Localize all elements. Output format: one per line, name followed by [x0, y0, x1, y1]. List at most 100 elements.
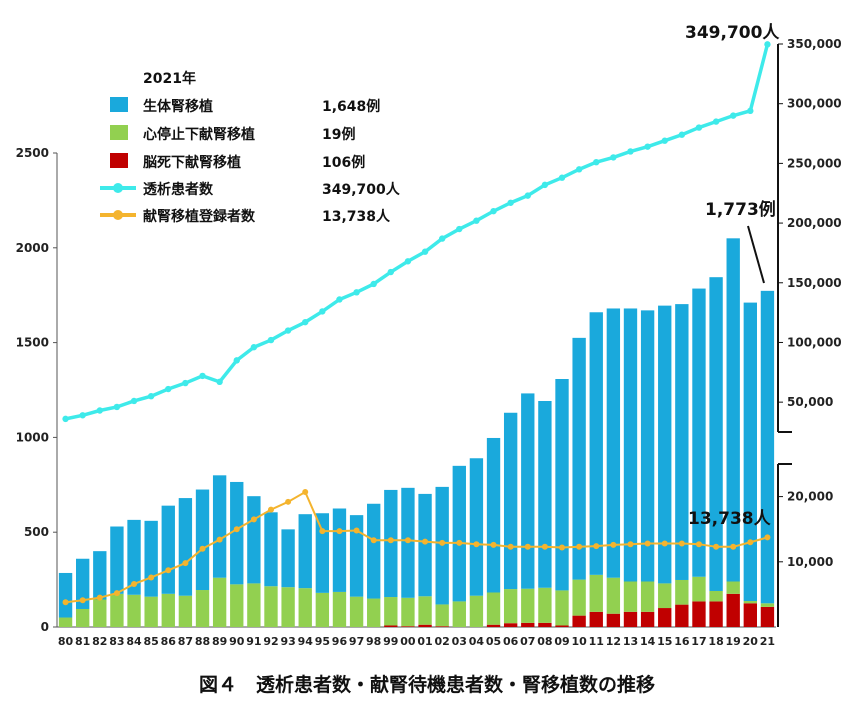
bar-living-donor: [144, 520, 158, 597]
x-tick-label: 19: [726, 635, 741, 648]
dialysis-point: [610, 154, 617, 161]
annotation-waitlist-total: 13,738人: [688, 509, 772, 529]
waitlist-point: [644, 540, 651, 547]
bar-cardiac-death: [640, 581, 655, 612]
annotation-transplant-pointer: [747, 225, 765, 284]
bar-cardiac-death: [606, 577, 621, 614]
bar-living-donor: [692, 288, 706, 577]
waitlist-point: [456, 539, 463, 546]
bar-living-donor: [127, 519, 141, 595]
bar-living-donor: [349, 515, 364, 597]
x-tick-label: 04: [469, 635, 485, 648]
waitlist-point: [610, 541, 617, 548]
waitlist-point: [507, 543, 514, 550]
waitlist-point: [661, 540, 668, 547]
x-tick-label: 89: [212, 635, 227, 648]
bar-living-donor: [452, 465, 466, 602]
bar-brain-death: [658, 608, 672, 627]
legend: 2021年 生体腎移植 1,648例 心停止下献腎移植 19例 脳死下献腎移植 …: [100, 70, 401, 225]
x-tick-label: 96: [332, 635, 348, 648]
bar-living-donor: [332, 508, 347, 592]
dialysis-point: [541, 181, 549, 189]
bar-cardiac-death: [709, 590, 723, 602]
y-left-tick-label: 1500: [16, 336, 49, 350]
dialysis-point: [678, 131, 686, 138]
bar-cardiac-death: [743, 601, 757, 604]
waitlist-point: [627, 541, 634, 548]
x-tick-label: 01: [417, 635, 432, 648]
x-tick-label: 08: [537, 635, 552, 648]
waitlist-point: [353, 527, 360, 534]
waitlist-point: [576, 543, 583, 550]
dialysis-point: [336, 296, 343, 303]
x-tick-label: 06: [503, 635, 519, 648]
waitlist-point: [559, 544, 566, 551]
x-tick-label: 90: [229, 635, 245, 648]
x-tick-label: 83: [109, 635, 124, 648]
waitlist-point: [764, 534, 771, 541]
bar-living-donor: [469, 458, 484, 596]
x-tick-label: 92: [263, 635, 278, 648]
bar-living-donor: [606, 308, 621, 578]
bar-living-donor: [486, 437, 501, 593]
bar-living-donor: [178, 498, 193, 596]
dialysis-point: [524, 192, 531, 199]
x-tick-label: 99: [383, 635, 398, 648]
x-tick-label: 88: [195, 635, 210, 648]
waitlist-point: [285, 498, 292, 505]
waitlist-point: [182, 560, 189, 567]
bar-brain-death: [640, 611, 655, 627]
bar-living-donor: [76, 558, 90, 609]
x-tick-label: 10: [571, 635, 587, 648]
bar-living-donor: [675, 304, 689, 580]
bar-brain-death: [401, 626, 415, 627]
bar-living-donor: [58, 572, 73, 618]
waitlist-point: [267, 506, 274, 513]
waitlist-point: [165, 567, 172, 574]
bar-brain-death: [692, 601, 706, 627]
bar-cardiac-death: [623, 581, 638, 612]
bar-cardiac-death: [230, 584, 244, 627]
bar-cardiac-death: [452, 601, 466, 627]
waitlist-point: [113, 590, 120, 597]
dialysis-point: [130, 397, 138, 405]
bar-cardiac-death: [281, 587, 295, 627]
y-right-lower-tick-label: 10,000: [787, 555, 833, 569]
bar-living-donor: [589, 312, 603, 575]
legend-value-dcd: 19例: [322, 126, 355, 143]
bar-living-donor: [247, 496, 261, 584]
x-tick-label: 14: [640, 635, 656, 648]
bar-cardiac-death: [127, 594, 141, 627]
x-tick-label: 17: [691, 635, 706, 648]
x-tick-label: 81: [75, 635, 90, 648]
bar-living-donor: [93, 551, 107, 600]
x-tick-label: 97: [349, 635, 364, 648]
x-tick-label: 98: [366, 635, 381, 648]
dialysis-point: [302, 318, 309, 326]
dialysis-point: [593, 158, 600, 166]
waitlist-point: [370, 537, 377, 544]
bar-cardiac-death: [264, 586, 278, 627]
waitlist-point: [524, 543, 531, 550]
dialysis-point: [456, 225, 463, 233]
bar-living-donor: [281, 529, 295, 588]
bar-living-donor: [315, 513, 330, 593]
y-left-tick-label: 0: [41, 620, 49, 634]
x-tick-label: 18: [708, 635, 723, 648]
dialysis-point: [627, 148, 634, 155]
dialysis-point: [387, 268, 395, 276]
dialysis-point: [250, 344, 258, 351]
bar-brain-death: [435, 626, 449, 627]
bar-brain-death: [555, 625, 569, 627]
bar-cardiac-death: [161, 593, 175, 627]
bar-cardiac-death: [349, 596, 364, 627]
waitlist-point: [62, 599, 69, 606]
legend-item-dbd: 脳死下献腎移植 106例: [110, 153, 365, 171]
dialysis-point: [695, 124, 703, 131]
x-tick-label: 00: [400, 635, 416, 648]
bar-cardiac-death: [195, 590, 210, 627]
chart-caption: 図４ 透析患者数・献腎待機患者数・腎移植数の推移: [199, 673, 655, 696]
y-left-tick-label: 2500: [16, 146, 49, 160]
dialysis-point: [421, 248, 429, 255]
bar-living-donor: [264, 512, 278, 587]
